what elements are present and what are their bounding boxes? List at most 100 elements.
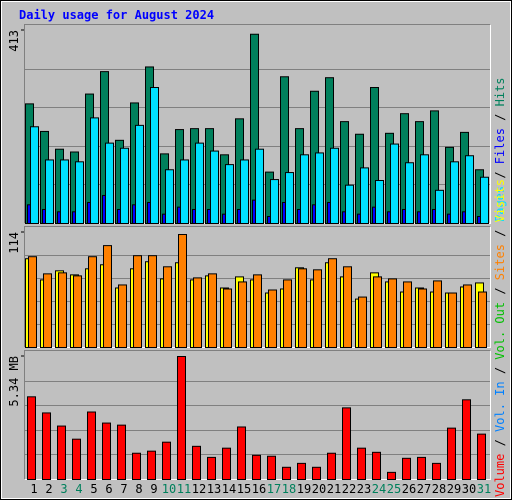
bar	[90, 117, 99, 224]
x-tick-label: 20	[312, 482, 326, 496]
bar	[27, 396, 36, 480]
bar	[433, 280, 442, 348]
x-tick-label: 10	[162, 482, 176, 496]
bar	[252, 454, 261, 480]
bar	[360, 167, 369, 224]
x-tick-label: 12	[192, 482, 206, 496]
y-tick-label: 413	[7, 30, 21, 52]
bar	[87, 411, 96, 480]
bar	[417, 456, 426, 480]
bar	[43, 273, 52, 348]
x-tick-label: 29	[447, 482, 461, 496]
bar	[133, 255, 142, 348]
bar	[103, 245, 112, 348]
legend-separator: /	[493, 164, 507, 186]
bar	[208, 273, 217, 348]
bar	[162, 441, 171, 480]
bar	[465, 155, 474, 225]
bar	[195, 142, 204, 224]
bar	[447, 427, 456, 480]
bar	[373, 276, 382, 348]
bar	[268, 289, 277, 348]
bar	[300, 154, 309, 224]
x-tick-label: 26	[402, 482, 416, 496]
bar	[75, 161, 84, 225]
bar	[375, 180, 384, 224]
bar	[178, 234, 187, 348]
bar	[328, 258, 337, 348]
x-tick-label: 11	[177, 482, 191, 496]
legend-entry: Hits	[493, 77, 507, 106]
bar	[120, 147, 129, 224]
legend-entry: Pages	[493, 186, 507, 222]
bar	[102, 422, 111, 480]
bar	[28, 256, 37, 349]
legend: Volume / Vol. In / Vol. Out / Sites / Vi…	[493, 179, 507, 497]
legend-separator: /	[493, 432, 507, 454]
bar	[358, 296, 367, 348]
bar	[435, 189, 444, 224]
bar	[207, 456, 216, 480]
x-tick-label: 31	[477, 482, 491, 496]
bar	[237, 426, 246, 481]
bar	[135, 124, 144, 224]
x-tick-label: 8	[135, 482, 142, 496]
bar	[285, 172, 294, 225]
bar	[73, 275, 82, 349]
x-tick-label: 17	[267, 482, 281, 496]
x-tick-label: 4	[75, 482, 82, 496]
bar	[192, 445, 201, 480]
x-tick-label: 13	[207, 482, 221, 496]
bar	[253, 274, 262, 348]
bar	[477, 433, 486, 480]
x-tick-label: 9	[150, 482, 157, 496]
bar	[297, 462, 306, 480]
bar	[150, 87, 159, 225]
bar	[312, 466, 321, 481]
bar	[420, 154, 429, 224]
bar	[118, 284, 127, 349]
bar	[418, 288, 427, 349]
legend-entry: Visits	[493, 179, 507, 222]
bar	[267, 455, 276, 481]
legend: Pages / Files / Hits	[493, 77, 507, 222]
bar	[45, 159, 54, 225]
bar	[117, 424, 126, 480]
bar	[42, 412, 51, 480]
bar	[387, 471, 396, 481]
x-tick-label: 1	[30, 482, 37, 496]
bar	[330, 147, 339, 224]
bar	[298, 268, 307, 349]
x-tick-label: 28	[432, 482, 446, 496]
bar	[478, 291, 487, 349]
bar	[147, 450, 156, 481]
bar	[165, 169, 174, 224]
x-tick-label: 15	[237, 482, 251, 496]
x-tick-label: 2	[45, 482, 52, 496]
bar	[270, 179, 279, 224]
x-tick-label: 19	[297, 482, 311, 496]
y-tick-label: 114	[7, 232, 21, 254]
legend-entry: Volume	[493, 454, 507, 497]
bar	[88, 256, 97, 349]
bar	[222, 447, 231, 481]
x-tick-label: 25	[387, 482, 401, 496]
bar	[463, 284, 472, 349]
bar	[177, 356, 186, 480]
bar	[480, 176, 489, 225]
bar	[223, 288, 232, 349]
bar	[193, 277, 202, 349]
x-tick-label: 27	[417, 482, 431, 496]
bar	[283, 279, 292, 349]
bar	[163, 266, 172, 348]
x-tick-label: 16	[252, 482, 266, 496]
y-tick-label: 5.34 MB	[7, 356, 21, 407]
legend-separator: /	[493, 222, 507, 244]
x-tick-label: 7	[120, 482, 127, 496]
bar	[225, 164, 234, 224]
x-tick-label: 24	[372, 482, 386, 496]
x-tick-label: 22	[342, 482, 356, 496]
legend-entry: Files	[493, 128, 507, 164]
